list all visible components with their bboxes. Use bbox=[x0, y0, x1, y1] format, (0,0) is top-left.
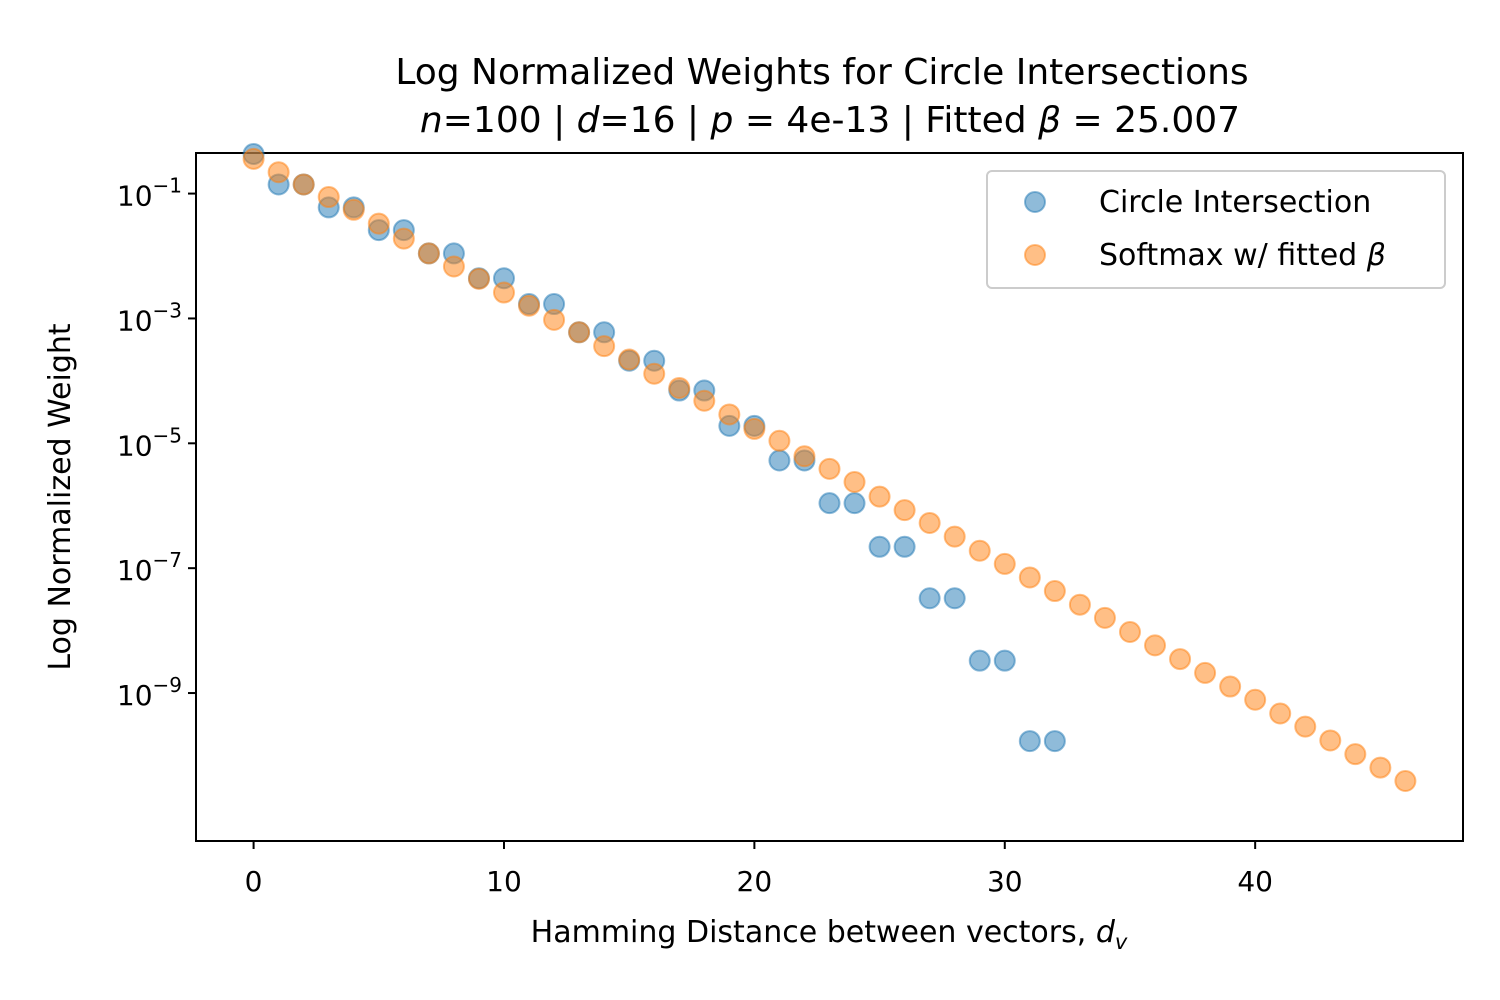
chart-title: Log Normalized Weights for Circle Inters… bbox=[395, 52, 1248, 93]
y-tick-label: 10−3 bbox=[117, 298, 182, 337]
data-point bbox=[267, 161, 290, 184]
x-axis-label: Hamming Distance between vectors, dv bbox=[531, 915, 1128, 954]
data-point bbox=[367, 212, 390, 235]
data-point bbox=[543, 308, 566, 331]
data-point bbox=[1369, 756, 1392, 779]
data-point bbox=[868, 485, 891, 508]
data-point bbox=[943, 587, 966, 610]
data-point bbox=[618, 348, 641, 371]
legend-marker-softmax bbox=[1024, 244, 1046, 266]
data-point bbox=[968, 539, 991, 562]
data-point bbox=[693, 389, 716, 412]
data-point bbox=[1269, 702, 1292, 725]
series-circle-intersection bbox=[242, 143, 1066, 753]
data-point bbox=[1043, 730, 1066, 753]
data-point bbox=[843, 471, 866, 494]
data-point bbox=[843, 492, 866, 515]
data-point bbox=[668, 376, 691, 399]
data-point bbox=[1144, 634, 1167, 657]
data-point bbox=[292, 173, 315, 196]
data-point bbox=[818, 457, 841, 480]
data-series bbox=[242, 143, 1417, 792]
data-point bbox=[1118, 620, 1141, 643]
data-point bbox=[317, 186, 340, 209]
data-point bbox=[1068, 593, 1091, 616]
data-point bbox=[818, 492, 841, 515]
data-point bbox=[643, 362, 666, 385]
x-axis-ticks: 0 10 20 30 40 bbox=[245, 841, 1273, 898]
data-point bbox=[1018, 730, 1041, 753]
x-tick-label: 0 bbox=[245, 865, 263, 898]
data-point bbox=[1093, 606, 1116, 629]
x-tick-label: 30 bbox=[987, 865, 1023, 898]
legend-label-circle-intersection: Circle Intersection bbox=[1099, 185, 1371, 220]
data-point bbox=[1219, 675, 1242, 698]
y-tick-label: 10−7 bbox=[117, 548, 182, 587]
data-point bbox=[918, 587, 941, 610]
data-point bbox=[1043, 580, 1066, 603]
y-tick-label: 10−9 bbox=[117, 673, 182, 712]
data-point bbox=[342, 198, 365, 221]
x-tick-label: 20 bbox=[737, 865, 773, 898]
data-point bbox=[943, 525, 966, 548]
data-point bbox=[568, 321, 591, 344]
legend-marker-circle-intersection bbox=[1024, 191, 1046, 213]
data-point bbox=[392, 227, 415, 250]
data-point bbox=[593, 335, 616, 358]
data-point bbox=[743, 417, 766, 440]
data-point bbox=[442, 255, 465, 278]
y-axis-ticks: 10−1 10−3 10−5 10−7 10−9 bbox=[117, 174, 196, 712]
data-point bbox=[968, 649, 991, 672]
data-point bbox=[993, 552, 1016, 575]
data-point bbox=[1194, 661, 1217, 684]
legend-label-softmax: Softmax w/ fitted β bbox=[1099, 238, 1386, 273]
data-point bbox=[793, 445, 816, 468]
y-tick-label: 10−5 bbox=[117, 423, 182, 462]
data-point bbox=[768, 449, 791, 472]
data-point bbox=[718, 403, 741, 426]
data-point bbox=[918, 511, 941, 534]
legend-box bbox=[986, 170, 1446, 289]
x-tick-label: 10 bbox=[486, 865, 522, 898]
data-point bbox=[768, 429, 791, 452]
data-point bbox=[1018, 566, 1041, 589]
x-tick-label: 40 bbox=[1237, 865, 1273, 898]
data-point bbox=[893, 535, 916, 558]
data-point bbox=[1394, 769, 1417, 792]
data-point bbox=[492, 281, 515, 304]
data-point bbox=[993, 649, 1016, 672]
data-point bbox=[893, 499, 916, 522]
data-point bbox=[1244, 688, 1267, 711]
data-point bbox=[1319, 729, 1342, 752]
data-point bbox=[1169, 648, 1192, 671]
data-point bbox=[868, 535, 891, 558]
data-point bbox=[467, 267, 490, 290]
legend: Circle Intersection Softmax w/ fitted β bbox=[986, 170, 1446, 289]
chart-subtitle: n=100 | d=16 | p = 4e-13 | Fitted β = 25… bbox=[420, 100, 1240, 141]
data-point bbox=[518, 294, 541, 317]
data-point bbox=[1294, 715, 1317, 738]
plot-area bbox=[195, 152, 1464, 842]
data-point bbox=[242, 147, 265, 170]
y-tick-label: 10−1 bbox=[117, 174, 182, 213]
data-point bbox=[417, 242, 440, 265]
y-axis-label: Log Normalized Weight bbox=[43, 323, 78, 671]
data-point bbox=[1344, 743, 1367, 766]
series-softmax bbox=[242, 147, 1417, 792]
